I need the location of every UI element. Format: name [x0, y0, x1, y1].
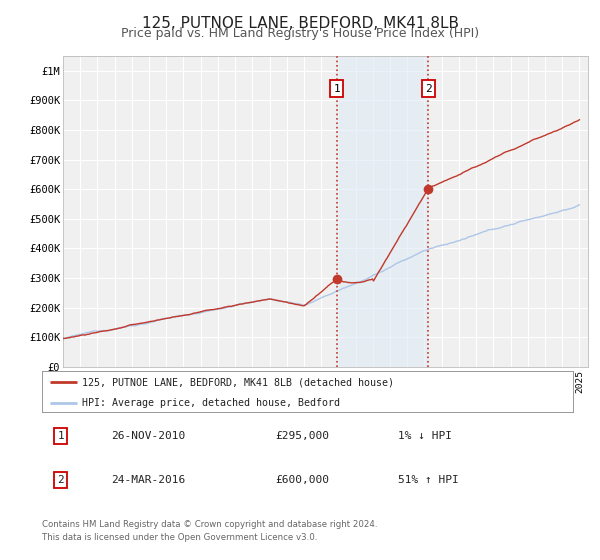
Text: 1% ↓ HPI: 1% ↓ HPI	[398, 431, 452, 441]
Text: 125, PUTNOE LANE, BEDFORD, MK41 8LB: 125, PUTNOE LANE, BEDFORD, MK41 8LB	[142, 16, 458, 31]
Text: 1: 1	[57, 431, 64, 441]
Text: 24-MAR-2016: 24-MAR-2016	[111, 475, 185, 485]
Text: HPI: Average price, detached house, Bedford: HPI: Average price, detached house, Bedf…	[82, 398, 340, 408]
Text: 26-NOV-2010: 26-NOV-2010	[111, 431, 185, 441]
Text: Contains HM Land Registry data © Crown copyright and database right 2024.: Contains HM Land Registry data © Crown c…	[42, 520, 377, 529]
Bar	[337, 56, 428, 367]
Text: £600,000: £600,000	[275, 475, 329, 485]
Text: 125, PUTNOE LANE, BEDFORD, MK41 8LB (detached house): 125, PUTNOE LANE, BEDFORD, MK41 8LB (det…	[82, 377, 394, 387]
Text: 51% ↑ HPI: 51% ↑ HPI	[398, 475, 458, 485]
Text: £295,000: £295,000	[275, 431, 329, 441]
Text: 1: 1	[334, 83, 340, 94]
Text: This data is licensed under the Open Government Licence v3.0.: This data is licensed under the Open Gov…	[42, 533, 317, 542]
Text: 2: 2	[425, 83, 432, 94]
Text: Price paid vs. HM Land Registry's House Price Index (HPI): Price paid vs. HM Land Registry's House …	[121, 27, 479, 40]
Text: 2: 2	[57, 475, 64, 485]
